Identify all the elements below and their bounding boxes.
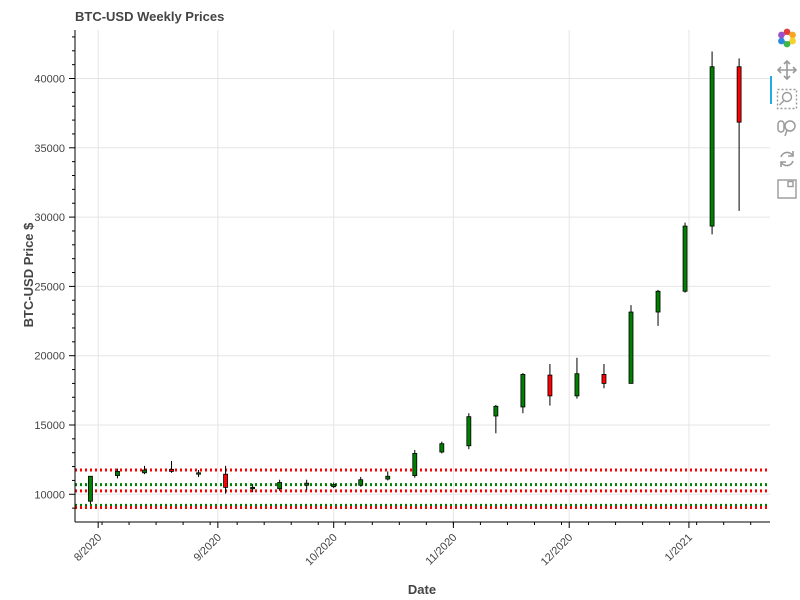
x-tick-label: 8/2020	[72, 532, 104, 564]
reset-icon[interactable]	[776, 148, 798, 170]
candle-body	[223, 473, 228, 488]
x-tick-label: 1/2021	[663, 532, 695, 564]
wheel-zoom-icon[interactable]	[776, 117, 798, 139]
candle-body	[655, 290, 661, 313]
chart-title: BTC-USD Weekly Prices	[75, 9, 225, 24]
candle-body	[493, 405, 499, 417]
x-tick-label: 12/2020	[539, 532, 576, 569]
bokeh-logo-icon[interactable]	[776, 27, 798, 49]
box-zoom-icon[interactable]	[776, 88, 798, 110]
candle-body	[412, 452, 418, 476]
candle-body	[250, 486, 256, 490]
candle-body	[466, 416, 472, 447]
candle-body	[196, 472, 201, 475]
candle-body	[439, 443, 445, 453]
candle-body	[331, 484, 337, 488]
y-tick-label: 25000	[34, 281, 65, 293]
y-tick-label: 15000	[34, 420, 65, 432]
candle-body	[709, 66, 715, 227]
x-tick-label: 9/2020	[192, 532, 224, 564]
y-tick-label: 40000	[34, 74, 65, 86]
candle-body	[304, 482, 310, 486]
x-tick-label: 10/2020	[303, 532, 340, 569]
candles	[88, 51, 742, 504]
candle-body	[574, 373, 580, 397]
y-tick-label: 30000	[34, 212, 65, 224]
candle-body	[385, 475, 391, 480]
save-icon[interactable]	[776, 178, 798, 200]
y-tick-label: 10000	[34, 489, 65, 501]
candle-body	[169, 468, 174, 472]
candle-body	[601, 373, 607, 384]
grid-lines	[75, 30, 770, 522]
y-axis-label: BTC-USD Price $	[21, 222, 36, 328]
candle-body	[628, 311, 634, 384]
x-tick-label: 11/2020	[423, 532, 459, 568]
candle-body	[277, 482, 283, 490]
horizontal-levels	[75, 468, 770, 509]
x-axis-label: Date	[408, 582, 436, 597]
candle-body	[520, 373, 526, 408]
chart-toolbar	[770, 22, 800, 222]
candle-body	[358, 479, 364, 486]
candle-body	[88, 475, 93, 502]
y-tick-label: 35000	[34, 143, 65, 155]
candle-body	[736, 66, 742, 123]
candle-body	[682, 225, 688, 292]
candle-body	[547, 374, 553, 397]
active-tool-indicator	[770, 76, 772, 104]
pan-icon[interactable]	[776, 59, 798, 81]
candle-body	[115, 471, 120, 476]
candle-body	[142, 469, 147, 474]
y-tick-label: 20000	[34, 351, 65, 363]
